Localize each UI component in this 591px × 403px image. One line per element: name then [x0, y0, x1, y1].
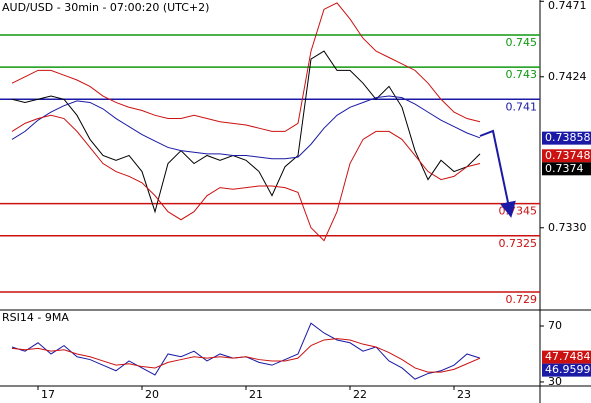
- series-line: [11, 95, 481, 160]
- y-tick-label: 70: [548, 319, 562, 332]
- chart-title: AUD/USD - 30min - 07:00:20 (UTC+2): [2, 1, 209, 14]
- price-marker-label: 47.7484: [545, 350, 591, 363]
- x-tick-label: 20: [145, 388, 159, 401]
- y-tick-label: 0.7471: [548, 0, 587, 12]
- level-label: 0.729: [506, 293, 538, 306]
- price-marker-label: 0.7374: [545, 162, 584, 175]
- level-label: 0.745: [506, 36, 538, 49]
- price-marker-label: 0.73858: [545, 131, 591, 144]
- level-label: 0.741: [506, 100, 538, 113]
- series-line: [11, 50, 481, 214]
- price-marker: [542, 363, 591, 377]
- series-line: [11, 114, 481, 242]
- level-label: 0.7325: [499, 237, 538, 250]
- price-marker-label: 46.9599: [545, 363, 591, 376]
- pane-title: RSI14 - 9MA: [2, 311, 69, 324]
- price-marker-label: 0.73748: [545, 149, 591, 162]
- x-tick-label: 23: [457, 388, 471, 401]
- level-label: 0.7345: [499, 205, 538, 218]
- price-marker: [542, 162, 591, 176]
- x-tick-label: 21: [249, 388, 263, 401]
- y-tick-label: 0.7330: [548, 221, 587, 234]
- price-marker: [542, 149, 591, 163]
- price-marker: [542, 131, 591, 145]
- series-line: [11, 2, 481, 132]
- x-tick-label: 17: [41, 388, 55, 401]
- price-marker: [542, 350, 591, 364]
- y-tick-label: 0.7424: [548, 70, 587, 83]
- level-label: 0.743: [506, 68, 538, 81]
- x-tick-label: 22: [353, 388, 367, 401]
- forecast-arrow: [479, 129, 516, 218]
- y-tick-label: 30: [548, 375, 562, 388]
- series-line: [11, 338, 481, 373]
